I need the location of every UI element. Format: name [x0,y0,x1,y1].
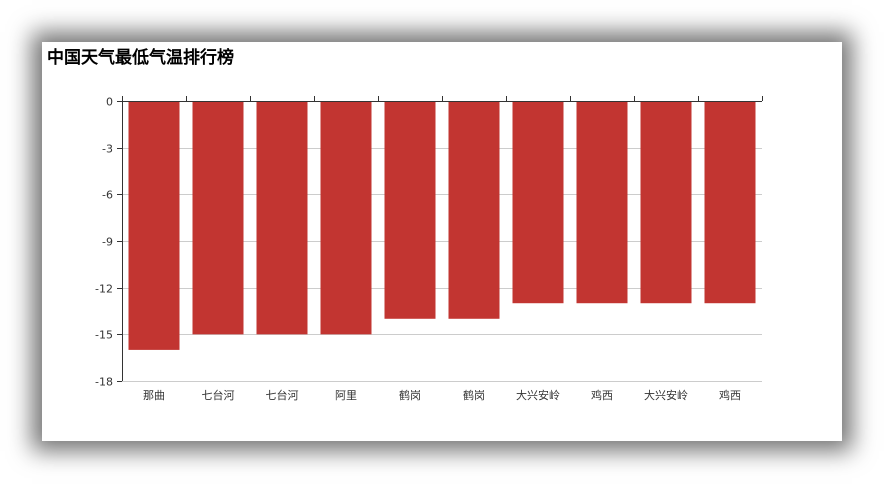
chart-title: 中国天气最低气温排行榜 [47,48,234,68]
y-tick-label: -9 [102,236,113,249]
x-tick-label: 那曲 [143,389,165,402]
bar [640,101,692,304]
bar [512,101,564,304]
bar [320,101,372,335]
x-tick-label: 鹤岗 [463,388,485,402]
bar [192,101,244,335]
x-tick-label: 鸡西 [719,388,741,402]
x-tick-label: 阿里 [335,389,357,402]
bar [448,101,500,319]
chart-card: 中国天气最低气温排行榜 0 -3 -6 -9 -12 -15 -18 那曲 七台河 七台河 阿里 鹤岗… [42,42,842,441]
y-tick-label: -3 [102,143,113,156]
bar [576,101,628,304]
y-tick-label: 0 [106,96,113,109]
x-tick-label: 七台河 [266,388,299,402]
x-tick-label: 大兴安岭 [644,388,688,402]
y-tick-label: -6 [102,189,113,202]
x-tick-label: 七台河 [202,388,235,402]
x-tick-label: 鸡西 [591,388,613,402]
x-tick-label: 鹤岗 [399,388,421,402]
y-tick-label: -12 [95,283,113,296]
bar [128,101,180,350]
bar [704,101,756,304]
y-tick-label: -15 [95,329,113,342]
y-tick-label: -18 [95,376,113,389]
x-tick-label: 大兴安岭 [516,388,560,402]
bar [384,101,436,319]
bar-chart: 0 -3 -6 -9 -12 -15 -18 那曲 七台河 七台河 阿里 鹤岗 鹤岗 大兴安岭 鸡西 大兴安岭… [95,96,763,402]
bar [256,101,308,335]
